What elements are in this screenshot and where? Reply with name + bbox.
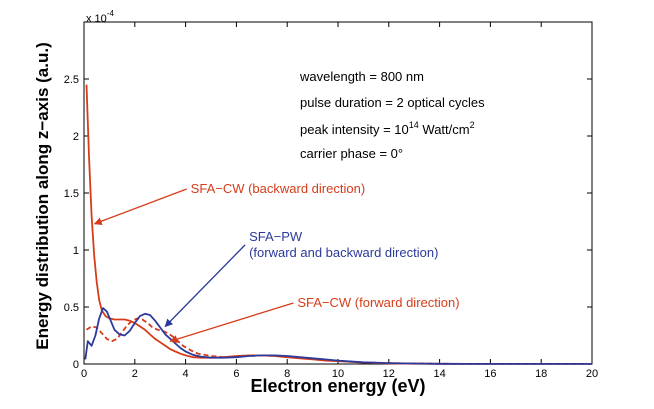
plot-area [83, 21, 593, 365]
annotation-label: (forward and backward direction) [249, 245, 438, 260]
y-tick-label: 1 [73, 245, 79, 257]
x-axis-label: Electron energy (eV) [250, 376, 425, 396]
y-multiplier-exp: -4 [107, 9, 115, 18]
annotations-group: SFA−CW (backward direction) SFA−PW(forwar… [93, 181, 460, 343]
x-tick-label: 0 [81, 368, 87, 380]
series-line-3 [84, 307, 592, 365]
x-tick-label: 2 [132, 368, 138, 380]
annotation-arrow [164, 244, 246, 328]
info-pulse: pulse duration = 2 optical cycles [300, 95, 485, 110]
y-axis-label: Energy distribution along z−axis (a.u.) [33, 42, 52, 349]
info-intensity-exp: 14 [409, 120, 419, 130]
annotation-arrow [93, 188, 187, 226]
axis-ticks: 0 2 4 6 8 10 12 14 16 18 20 0 0.5 1 1.5 2 2.5 [64, 22, 598, 380]
x-tick-label: 20 [586, 368, 598, 380]
info-intensity-suffix: Watt/cm [419, 122, 470, 137]
y-tick-label: 2 [73, 131, 79, 143]
info-intensity-prefix: peak intensity = 10 [300, 122, 409, 137]
info-intensity-sup: 2 [470, 120, 475, 130]
info-intensity: peak intensity = 1014 Watt/cm2 [300, 120, 475, 137]
y-tick-label: 0 [73, 359, 79, 371]
x-tick-label: 8 [284, 368, 290, 380]
info-wavelength: wavelength = 800 nm [299, 69, 424, 84]
x-tick-label: 6 [233, 368, 239, 380]
y-tick-label: 1.5 [64, 188, 79, 200]
x-tick-label: 14 [433, 368, 445, 380]
annotation-label: SFA−PW [249, 229, 303, 244]
annotation-label: SFA−CW (forward direction) [297, 295, 459, 310]
annotation-label: SFA−CW (backward direction) [191, 181, 365, 196]
x-tick-label: 10 [332, 368, 344, 380]
x-tick-label: 12 [383, 368, 395, 380]
series-group [84, 84, 592, 365]
x-tick-label: 4 [183, 368, 189, 380]
annotation-arrow [169, 302, 294, 343]
y-multiplier: x 10-4 [86, 9, 114, 25]
y-multiplier-base: x 10 [86, 13, 107, 25]
info-block: wavelength = 800 nm pulse duration = 2 o… [299, 69, 485, 161]
x-tick-label: 18 [535, 368, 547, 380]
y-tick-label: 2.5 [64, 74, 79, 86]
x-tick-label: 16 [484, 368, 496, 380]
y-tick-label: 0.5 [64, 302, 79, 314]
info-carrier: carrier phase = 0° [300, 146, 403, 161]
